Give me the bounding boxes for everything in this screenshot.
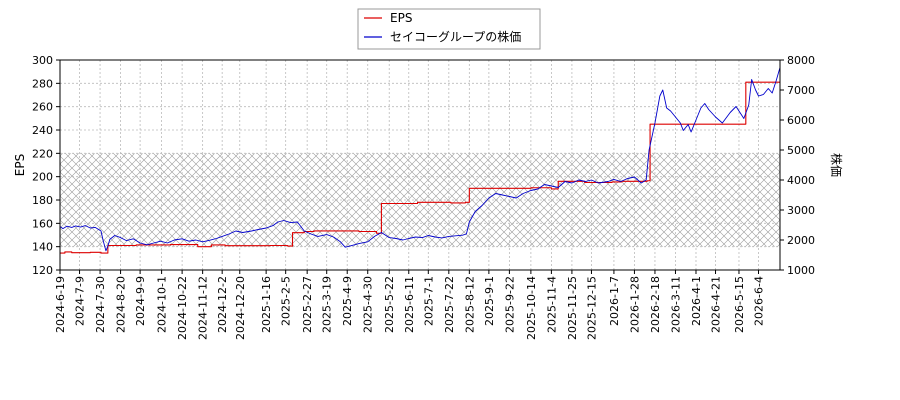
y-right-tick-label: 7000 xyxy=(787,84,815,97)
x-tick-label: 2025-1-16 xyxy=(260,276,273,333)
y-right-tick-label: 4000 xyxy=(787,174,815,187)
y-right-tick-label: 3000 xyxy=(787,204,815,217)
x-tick-label: 2025-10-14 xyxy=(525,276,538,340)
y-left-tick-label: 200 xyxy=(32,171,53,184)
grid-lines xyxy=(59,59,780,271)
legend-box xyxy=(357,8,541,50)
x-tick-label: 2025-11-25 xyxy=(566,276,579,340)
x-tick-label: 2025-12-15 xyxy=(585,276,598,340)
x-tick-label: 2026-5-15 xyxy=(733,276,746,333)
x-axis: 2024-6-19 2024-7-9 2024-7-30 2024-8-20 2024-… xyxy=(54,270,766,340)
x-tick-label: 2026-1-28 xyxy=(628,276,641,333)
y-left-tick-label: 160 xyxy=(32,217,53,230)
legend: EPS セイコーグループの株価 xyxy=(357,8,541,50)
plot-frame xyxy=(59,59,781,271)
x-tick-label: 2026-4-1 xyxy=(690,276,703,326)
x-tick-label: 2024-7-30 xyxy=(94,276,107,333)
y-right-tick-label: 1000 xyxy=(787,264,815,277)
y-left-tick-label: 300 xyxy=(32,54,53,67)
x-tick-label: 2024-8-20 xyxy=(115,276,128,333)
x-tick-label: 2025-9-22 xyxy=(503,276,516,333)
legend-label-eps: EPS xyxy=(390,11,412,25)
legend-label-price: セイコーグループの株価 xyxy=(390,29,521,44)
y-left-tick-label: 240 xyxy=(32,124,53,137)
x-tick-label: 2025-4-30 xyxy=(362,276,375,333)
x-tick-label: 2025-5-22 xyxy=(383,276,396,333)
y-right-axis-label: 株価 xyxy=(829,153,844,177)
x-tick-label: 2024-7-9 xyxy=(74,276,87,326)
y-left-tick-label: 220 xyxy=(32,147,53,160)
x-tick-label: 2024-6-19 xyxy=(54,276,67,333)
y-left-tick-label: 180 xyxy=(32,194,53,207)
y-left-axis: 120 140 160 180 200 220 240 260 280 300 xyxy=(32,54,60,277)
x-tick-label: 2026-6-4 xyxy=(753,276,766,326)
x-tick-label: 2025-7-1 xyxy=(422,276,435,326)
x-tick-label: 2026-4-21 xyxy=(710,276,723,333)
y-left-tick-label: 260 xyxy=(32,101,53,114)
x-tick-label: 2024-9-9 xyxy=(134,276,147,326)
x-tick-label: 2025-4-9 xyxy=(341,276,354,326)
y-left-axis-label: EPS xyxy=(13,154,27,176)
x-tick-label: 2026-3-11 xyxy=(669,276,682,333)
y-right-tick-label: 2000 xyxy=(787,234,815,247)
x-tick-label: 2024-11-12 xyxy=(197,276,210,340)
y-left-tick-label: 280 xyxy=(32,77,53,90)
x-tick-label: 2025-8-12 xyxy=(463,276,476,333)
x-tick-label: 2024-10-1 xyxy=(156,276,169,333)
y-left-tick-label: 120 xyxy=(32,264,53,277)
x-tick-label: 2024-12-2 xyxy=(216,276,229,333)
x-tick-label: 2025-9-1 xyxy=(483,276,496,326)
x-tick-label: 2024-10-22 xyxy=(176,276,189,340)
x-tick-label: 2025-11-4 xyxy=(545,276,558,333)
y-right-axis: 1000 2000 3000 4000 5000 6000 7000 8000 xyxy=(780,54,815,277)
x-tick-label: 2026-1-7 xyxy=(608,276,621,326)
x-tick-label: 2024-12-20 xyxy=(234,276,247,340)
y-right-tick-label: 5000 xyxy=(787,144,815,157)
x-tick-label: 2025-7-22 xyxy=(443,276,456,333)
eps-series-line xyxy=(60,81,780,254)
y-right-tick-label: 8000 xyxy=(787,54,815,67)
x-tick-label: 2025-2-27 xyxy=(301,276,314,333)
x-tick-label: 2025-3-19 xyxy=(321,276,334,333)
price-series-line xyxy=(59,67,781,252)
x-tick-label: 2025-2-5 xyxy=(280,276,293,326)
x-tick-label: 2025-6-11 xyxy=(403,276,416,333)
y-right-tick-label: 6000 xyxy=(787,114,815,127)
series-layer xyxy=(59,67,781,254)
x-tick-label: 2026-2-18 xyxy=(649,276,662,333)
y-left-tick-label: 140 xyxy=(32,241,53,254)
